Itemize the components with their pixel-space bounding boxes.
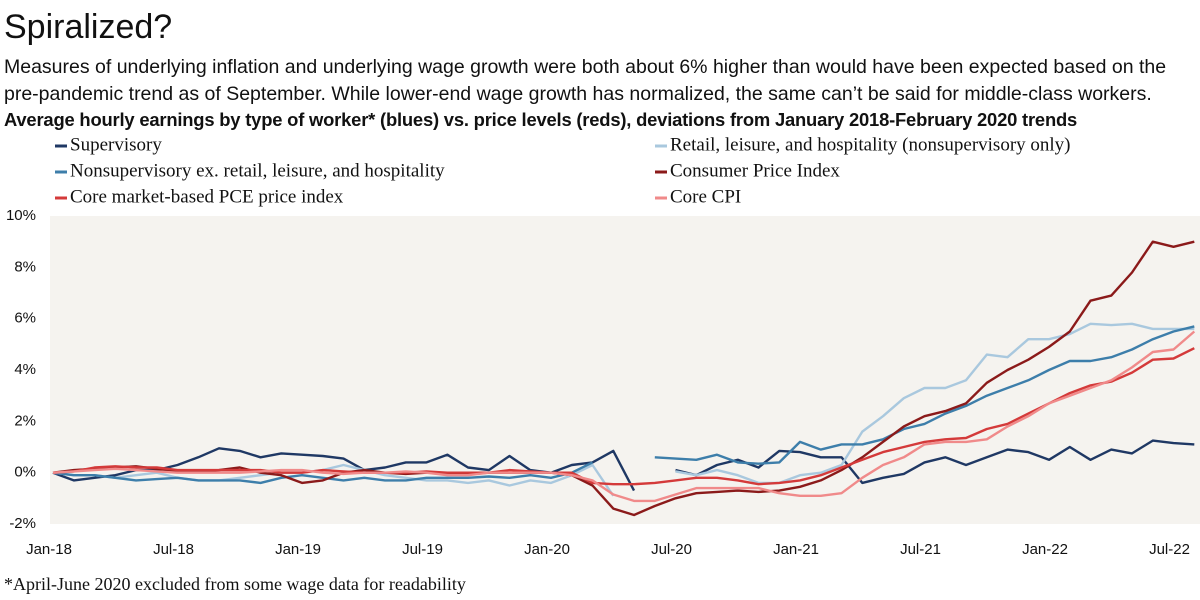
title: Spiralized? [4,8,173,46]
legend-label: Core market-based PCE price index [70,186,344,207]
legend-label: Core CPI [670,186,741,207]
y-tick-label: 8% [14,258,36,275]
chart-title: Average hourly earnings by type of worke… [4,109,1078,130]
x-tick-label: Jul-19 [402,541,443,558]
y-tick-label: 10% [6,207,36,224]
x-tick-label: Jul-20 [651,541,692,558]
y-tick-label: 6% [14,310,36,327]
y-tick-label: 4% [14,361,36,378]
x-tick-label: Jan-20 [524,541,570,558]
series-line [52,240,1195,517]
legend-label: Retail, leisure, and hospitality (nonsup… [670,134,1071,155]
x-tick-label: Jul-18 [153,541,194,558]
legend-label: Supervisory [70,134,162,155]
legend-label: Consumer Price Index [670,160,840,181]
series-line [52,330,1196,503]
x-tick-label: Jul-21 [900,541,941,558]
x-tick-label: Jan-22 [1022,541,1068,558]
series-line [52,325,1195,485]
subtitle: Measures of underlying inflation and und… [4,56,1167,105]
plot-area [50,216,1200,524]
series-line [52,347,1195,486]
x-tick-label: Jan-21 [773,541,819,558]
footnote: *April-June 2020 excluded from some wage… [4,574,466,594]
x-tick-label: Jan-18 [26,541,72,558]
y-tick-label: 2% [14,412,36,429]
y-tick-label: -2% [9,515,36,532]
legend-label: Nonsupervisory ex. retail, leisure, and … [70,160,445,181]
y-tick-label: 0% [14,464,36,481]
x-tick-label: Jan-19 [275,541,321,558]
x-tick-label: Jul-22 [1149,541,1190,558]
